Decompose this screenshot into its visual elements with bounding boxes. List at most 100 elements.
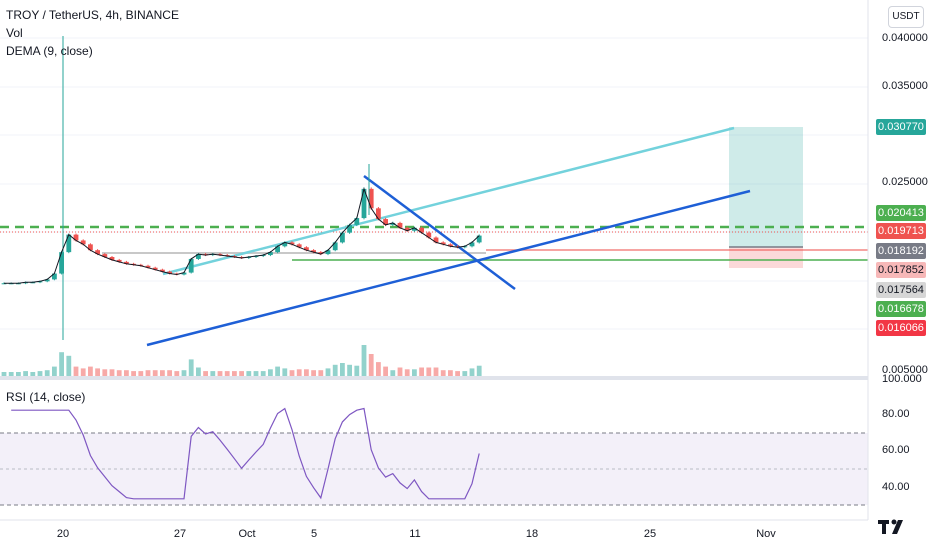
candlestick-series[interactable] xyxy=(1,36,482,340)
volume-bar xyxy=(383,366,388,376)
volume-bar xyxy=(23,371,28,376)
support-price-label[interactable]: 0.016678 xyxy=(876,301,926,317)
candle-body xyxy=(332,242,338,251)
volume-bar xyxy=(210,371,216,376)
dema-price-label[interactable]: 0.016066 xyxy=(876,320,926,336)
tradingview-logo-icon[interactable] xyxy=(876,510,912,540)
dema-legend[interactable]: DEMA (9, close) xyxy=(6,44,93,58)
candle-body xyxy=(124,261,129,264)
rsi-tick: 80.00 xyxy=(882,408,910,420)
volume-bar xyxy=(275,366,280,376)
volume-bar xyxy=(397,367,403,376)
long-position-stop-zone xyxy=(729,247,803,268)
stop-price-label[interactable]: 0.017852 xyxy=(876,262,926,278)
volume-bar xyxy=(296,369,302,376)
candle-body xyxy=(419,227,424,233)
pane-separator[interactable] xyxy=(0,376,868,380)
currency-button[interactable]: USDT xyxy=(888,6,924,28)
volume-bar xyxy=(188,359,194,376)
volume-bar xyxy=(268,369,273,376)
position-price-label[interactable]: 0.018192 xyxy=(876,243,926,259)
volume-bar xyxy=(455,371,460,376)
date-tick: Nov xyxy=(756,528,776,540)
drawing-layer[interactable] xyxy=(0,126,868,347)
candle-body xyxy=(412,227,417,231)
candle-body xyxy=(318,252,324,255)
candle-body xyxy=(354,218,360,225)
volume-bar xyxy=(376,362,381,376)
volume-bar xyxy=(426,367,432,376)
volume-bar xyxy=(1,372,7,376)
volume-bar xyxy=(30,372,36,376)
candle-body xyxy=(102,254,108,257)
candle-body xyxy=(347,224,352,233)
volume-bar xyxy=(145,370,151,376)
candle-body xyxy=(116,259,122,262)
last-price-label[interactable]: 0.019713 xyxy=(876,223,926,239)
volume-bar xyxy=(66,355,72,376)
volume-bar xyxy=(361,345,367,376)
volume-bar xyxy=(282,368,288,376)
candle-body xyxy=(80,240,86,245)
symbol-title[interactable]: TROY / TetherUS, 4h, BINANCE xyxy=(6,8,179,22)
volume-bar xyxy=(419,367,424,376)
volume-bar xyxy=(16,372,21,376)
candle-body xyxy=(203,254,208,256)
volume-bar xyxy=(332,364,338,376)
volume-bar xyxy=(239,371,244,376)
rsi-legend[interactable]: RSI (14, close) xyxy=(6,390,86,404)
dema-line xyxy=(4,187,480,284)
candle-body xyxy=(109,257,115,260)
volume-bar xyxy=(52,366,57,376)
volume-bar xyxy=(476,365,482,376)
candle-body xyxy=(167,271,172,274)
candle-body xyxy=(275,246,280,253)
rsi-line xyxy=(11,407,480,500)
volume-bar xyxy=(95,368,100,376)
candle-body xyxy=(196,254,201,259)
volume-bar xyxy=(138,371,144,376)
candle-body xyxy=(455,246,460,248)
candle-body xyxy=(44,279,50,282)
candle-body xyxy=(296,244,302,248)
volume-legend[interactable]: Vol xyxy=(6,26,23,40)
volume-bar xyxy=(102,369,108,376)
candle-body xyxy=(73,234,79,241)
volume-bar xyxy=(167,370,172,376)
volume-bar xyxy=(368,354,374,376)
volume-bar xyxy=(232,371,237,376)
volume-bar xyxy=(260,371,266,376)
date-tick: 27 xyxy=(173,528,187,540)
candle-body xyxy=(152,267,158,270)
candle-body xyxy=(59,252,64,274)
hline-price-label[interactable]: 0.017564 xyxy=(876,282,926,298)
candle-body xyxy=(376,208,381,220)
candle-body xyxy=(145,265,151,268)
volume-bar xyxy=(390,370,396,376)
volume-bar xyxy=(253,371,259,376)
date-tick: 11 xyxy=(409,528,421,540)
volume-bar xyxy=(116,370,122,376)
candle-body xyxy=(160,269,165,272)
entry-price-label[interactable]: 0.020413 xyxy=(876,205,926,221)
volume-bar xyxy=(433,367,439,376)
volume-bar xyxy=(469,368,475,376)
target-price-label[interactable]: 0.030770 xyxy=(876,119,926,135)
volume-bar xyxy=(73,366,79,376)
blue-trend-line xyxy=(146,189,751,347)
candle-body xyxy=(88,244,93,251)
volume-bar xyxy=(181,370,187,376)
volume-bar xyxy=(462,371,468,376)
candle-body xyxy=(476,235,482,243)
volume-bar xyxy=(311,370,316,376)
candle-body xyxy=(289,242,295,245)
candle-body xyxy=(390,222,396,225)
volume-bar xyxy=(109,369,115,376)
long-position-target-zone xyxy=(729,127,803,247)
volume-bar xyxy=(412,369,417,376)
date-tick: 5 xyxy=(310,528,318,540)
candle-body xyxy=(23,282,28,284)
price-tick: 0.040000 xyxy=(882,32,928,44)
price-tick: 0.035000 xyxy=(882,80,928,92)
